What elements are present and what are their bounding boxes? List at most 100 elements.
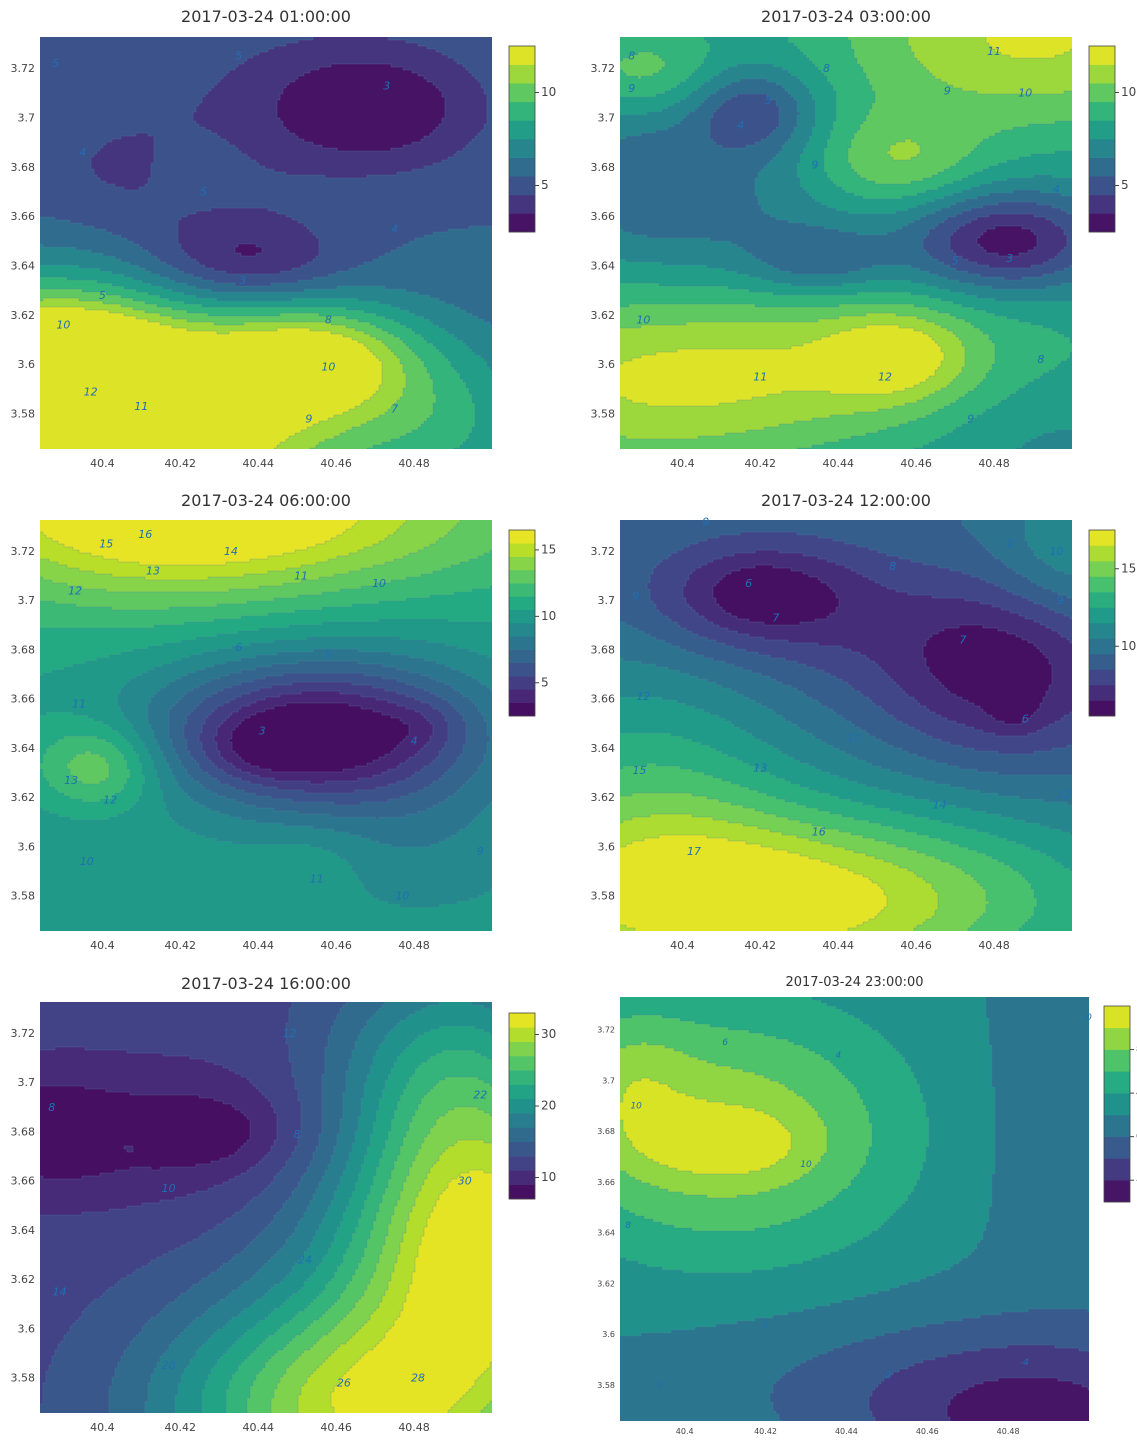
y-tick-label: 3.64 (591, 742, 616, 755)
colorbar-tick-label: 20 (541, 1099, 556, 1113)
contour-label: 11 (310, 872, 324, 885)
colorbar-band (509, 139, 535, 158)
colorbar-band (1089, 623, 1115, 639)
x-tick-label: 40.46 (320, 457, 352, 470)
contour-fill (620, 37, 1072, 449)
contour-label: 10 (800, 1160, 812, 1170)
colorbar-band (1089, 194, 1115, 214)
colorbar-tick-label: 5 (541, 178, 549, 192)
contour-label: 11 (987, 45, 1001, 58)
y-tick-label: 3.62 (11, 309, 36, 322)
contour-label: 8 (625, 1221, 631, 1231)
contour-label: 12 (103, 794, 117, 807)
contour-label: 20 (162, 1359, 176, 1372)
contour-label: 5 (952, 255, 959, 268)
contour-label: 9 (1057, 594, 1064, 607)
y-tick-label: 3.7 (598, 111, 616, 124)
contour-label: 3 (383, 79, 390, 92)
contour-label: 5 (235, 50, 242, 63)
colorbar-band (509, 1027, 535, 1042)
x-tick-label: 40.42 (754, 1427, 777, 1436)
contour-label: 13 (753, 762, 767, 775)
y-tick-label: 3.64 (11, 742, 36, 755)
contour-label: 5 (765, 94, 772, 107)
x-tick-label: 40.46 (320, 1421, 352, 1434)
colorbar-band (509, 194, 535, 214)
y-tick-label: 3.68 (11, 1125, 36, 1138)
colorbar-band (509, 1156, 535, 1171)
contour-label: 26 (337, 1376, 351, 1389)
x-tick-label: 40.44 (822, 939, 854, 952)
contour-label: 8 (823, 62, 830, 75)
x-tick-label: 40.46 (900, 939, 932, 952)
colorbar-band (1089, 561, 1115, 577)
x-tick-label: 40.4 (90, 939, 115, 952)
contour-label: 12 (68, 584, 82, 597)
colorbar-band (509, 101, 535, 121)
contour-label: 5 (52, 57, 59, 70)
contour-label: 8 (325, 314, 332, 327)
colorbar-band (1104, 1006, 1130, 1029)
contour-label: 12 (636, 690, 650, 703)
contour-label: 6 (235, 641, 242, 654)
contour-fill (40, 1002, 492, 1413)
colorbar-band (1089, 120, 1115, 140)
x-tick-label: 40.42 (165, 1421, 197, 1434)
colorbar-band (509, 530, 535, 544)
x-tick-label: 40.42 (745, 457, 777, 470)
y-tick-label: 3.72 (11, 545, 36, 558)
y-tick-label: 3.58 (11, 407, 36, 420)
y-tick-label: 3.72 (591, 62, 616, 75)
x-tick-label: 40.42 (165, 457, 197, 470)
contour-label: 16 (138, 528, 152, 541)
contour-label: 5 (200, 185, 207, 198)
x-tick-label: 40.4 (90, 1421, 115, 1434)
y-tick-label: 3.68 (591, 643, 616, 656)
y-tick-label: 3.66 (591, 210, 616, 223)
x-tick-label: 40.42 (165, 939, 197, 952)
contour-label: 7 (959, 634, 966, 647)
colorbar-tick-label: 30 (541, 1027, 556, 1041)
y-tick-label: 3.62 (11, 791, 36, 804)
contour-label: 13 (64, 774, 78, 787)
contour-label: 15 (99, 538, 113, 551)
y-tick-label: 3.66 (11, 693, 36, 706)
contour-label: 9 (702, 515, 709, 528)
colorbar-band (509, 83, 535, 103)
contour-label: 0 (658, 1381, 664, 1391)
y-tick-label: 3.6 (18, 840, 36, 853)
contour-panel: 16 15 14 13 12 11 10 6 5 3 4 11 13 12 10 11 10 9 2017-03-2… (11, 491, 557, 952)
colorbar-band (509, 1113, 535, 1128)
contour-label: 2 (763, 1320, 769, 1330)
contour-label: 22 (473, 1089, 487, 1102)
colorbar-band (509, 689, 535, 704)
contour-fill (40, 520, 492, 931)
contour-label: 4 (79, 146, 86, 159)
colorbar-tick-label: 5 (1121, 178, 1129, 192)
x-tick-label: 40.44 (822, 457, 854, 470)
colorbar-band (509, 157, 535, 177)
contour-label: 12 (84, 385, 98, 398)
colorbar-band (1089, 700, 1115, 717)
colorbar-band (1104, 1071, 1130, 1094)
contour-fill (40, 37, 492, 449)
colorbar-band (1089, 545, 1115, 562)
contour-label: 6 (745, 577, 752, 590)
contour-fill (620, 997, 1089, 1421)
colorbar-band (509, 609, 535, 624)
contour-label: 12 (878, 370, 892, 383)
contour-label: 3 (259, 725, 266, 738)
contour-label: 17 (687, 845, 701, 858)
contour-label: 13 (146, 565, 160, 578)
colorbar-band (1104, 1027, 1130, 1050)
contour-label: 9 (811, 158, 818, 171)
colorbar-band (1089, 213, 1115, 233)
colorbar-band (509, 556, 535, 571)
x-tick-label: 40.4 (670, 939, 695, 952)
contour-label: 3 (1006, 252, 1013, 265)
colorbar-band (509, 583, 535, 597)
colorbar-band (509, 1013, 535, 1028)
contour-label: 10 (630, 1102, 642, 1112)
y-tick-label: 3.72 (11, 1027, 36, 1040)
y-tick-label: 3.72 (591, 545, 616, 558)
